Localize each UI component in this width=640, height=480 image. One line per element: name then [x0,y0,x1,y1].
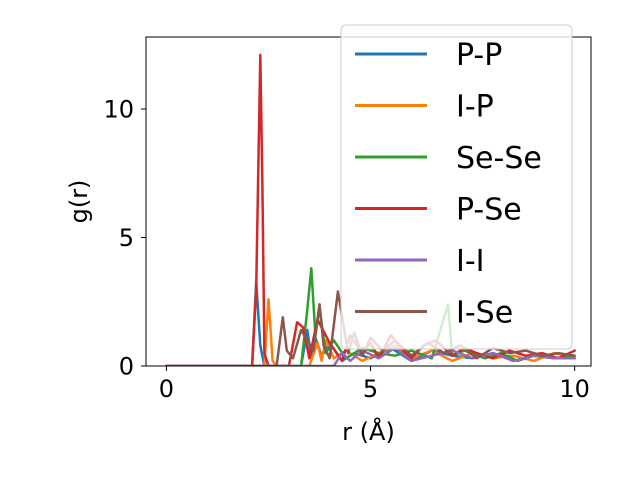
legend-label-p-se: P-Se [456,193,522,228]
x-tick-label: 5 [363,375,378,403]
legend-label-i-se: I-Se [456,296,513,331]
legend-label-se-se: Se-Se [456,141,542,176]
series-line-i-i [165,346,576,366]
x-tick-label: 0 [159,375,174,403]
y-axis-label: g(r) [65,180,93,224]
axes-layer: 0 5 10 0 5 10 [103,36,592,403]
y-tick-label: 10 [103,95,134,123]
legend: P-P I-P Se-Se P-Se I-I I-Se [340,24,573,350]
y-tick-label: 5 [119,224,134,252]
legend-label-i-i: I-I [456,244,485,279]
legend-label-p-p: P-P [456,38,502,73]
x-tick-label: 10 [559,375,590,403]
y-tick-label: 0 [119,353,134,381]
legend-label-i-p: I-P [456,90,494,125]
x-axis-label: r (Å) [342,417,395,446]
